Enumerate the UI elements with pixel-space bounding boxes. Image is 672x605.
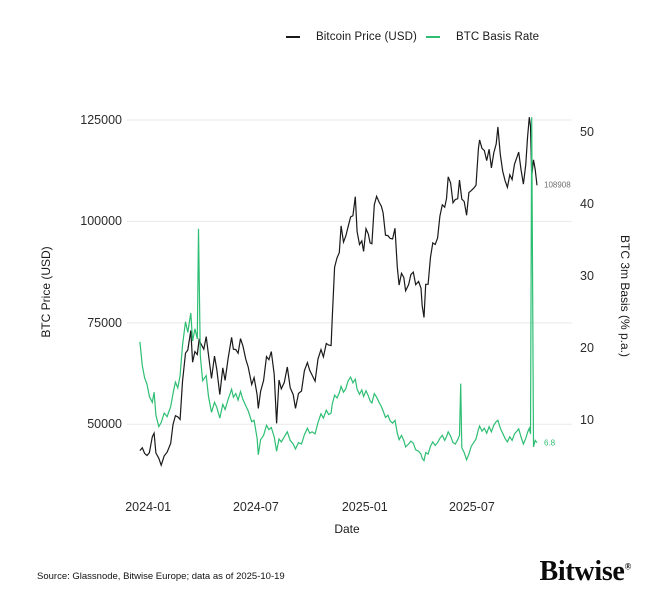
basis-tick-label: 30 [580, 268, 594, 283]
date-tick-label: 2025-07 [448, 500, 495, 514]
source-note: Source: Glassnode, Bitwise Europe; data … [37, 571, 285, 582]
y-axis-label-price: BTC Price (USD) [39, 246, 53, 338]
basis-tick-label: 50 [580, 124, 594, 139]
x-axis-label: Date [334, 522, 360, 536]
date-tick-label: 2024-01 [125, 500, 172, 514]
price-line-series [139, 117, 538, 468]
basis-tick-label: 40 [580, 196, 594, 211]
date-tick-label: 2025-01 [341, 500, 388, 514]
chart-legend: Bitcoin Price (USD) BTC Basis Rate [286, 31, 539, 43]
price-tick-label: 125000 [80, 113, 122, 127]
basis-tick-label: 20 [580, 340, 594, 355]
basis-line-swatch-icon [425, 36, 440, 38]
bitwise-logo: Bitwise® [539, 556, 632, 588]
basis-tick-label: 10 [580, 412, 594, 427]
last-value-annotation: 6.8 [544, 438, 556, 448]
legend-label-basis-rate: BTC Basis Rate [455, 31, 540, 43]
price-tick-label: 100000 [80, 214, 122, 229]
legend-label-bitcoin-price: Bitcoin Price (USD) [316, 31, 417, 43]
price-line-swatch-icon [286, 36, 300, 38]
registered-mark: ® [624, 561, 632, 572]
date-tick-label: 2024-07 [232, 500, 279, 514]
basis-line-series [139, 117, 538, 462]
price-tick-label: 75000 [87, 315, 122, 330]
legend-item-basis-rate: BTC Basis Rate [425, 31, 540, 43]
last-value-annotation: 108908 [544, 180, 571, 190]
legend-item-bitcoin-price: Bitcoin Price (USD) [286, 31, 417, 43]
bitwise-logo-text: Bitwise [539, 556, 625, 587]
price-tick-label: 50000 [87, 417, 122, 432]
y-axis-label-basis: BTC 3m Basis (% p.a.) [618, 234, 632, 358]
